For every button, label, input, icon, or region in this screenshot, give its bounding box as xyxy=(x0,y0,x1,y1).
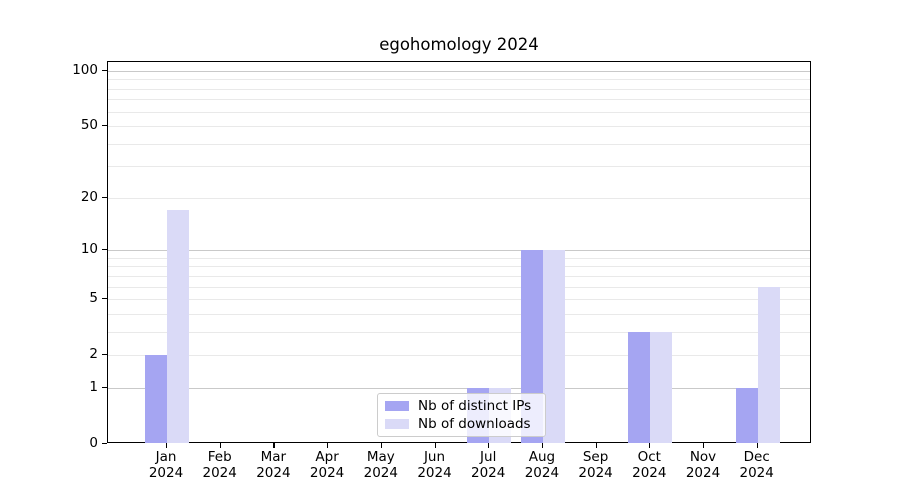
gridline-minor-7 xyxy=(108,275,810,277)
legend-swatch-icon xyxy=(385,419,409,429)
y-tick-mark-1 xyxy=(102,386,107,389)
x-tick-mark-jan xyxy=(166,443,168,448)
gridlines-layer xyxy=(108,62,810,442)
y-tick-label-10: 10 xyxy=(80,241,98,258)
gridline-minor-6 xyxy=(108,286,810,288)
x-tick-label-mar: Mar 2024 xyxy=(256,449,291,481)
x-tick-label-jul: Jul 2024 xyxy=(471,449,506,481)
y-tick-mark-100 xyxy=(102,69,107,72)
bar-aug-downloads xyxy=(542,250,565,443)
chart-title: egohomology 2024 xyxy=(379,35,539,54)
y-tick-mark-2 xyxy=(102,354,107,356)
bar-dec-downloads xyxy=(757,286,780,443)
x-tick-label-aug: Aug 2024 xyxy=(524,449,560,481)
legend-label: Nb of downloads xyxy=(418,416,531,432)
y-tick-mark-20 xyxy=(102,196,107,199)
gridline-minor-4 xyxy=(108,313,810,315)
gridline-minor-80 xyxy=(108,88,810,90)
gridline-minor-2 xyxy=(108,355,810,357)
gridline-minor-8 xyxy=(108,266,810,268)
bar-jan-downloads xyxy=(167,210,189,443)
gridline-minor-3 xyxy=(108,331,810,333)
gridline-major-100 xyxy=(108,70,810,72)
x-tick-mark-aug xyxy=(541,443,544,448)
x-tick-label-jun: Jun 2024 xyxy=(417,449,452,481)
gridline-major-10 xyxy=(108,250,810,252)
y-tick-label-5: 5 xyxy=(89,290,98,307)
x-tick-mark-oct xyxy=(649,443,651,448)
gridline-minor-20 xyxy=(108,197,810,199)
x-tick-label-apr: Apr 2024 xyxy=(309,449,345,481)
x-tick-mark-may xyxy=(380,443,382,448)
x-tick-label-nov: Nov 2024 xyxy=(685,449,721,481)
plot-area xyxy=(107,61,811,443)
bar-oct-downloads xyxy=(650,331,673,443)
legend-label: Nb of distinct IPs xyxy=(418,398,532,414)
gridline-minor-60 xyxy=(108,111,810,113)
y-tick-label-100: 100 xyxy=(72,61,98,78)
x-tick-mark-jun xyxy=(434,443,436,448)
legend-row-downloads: Nb of downloads xyxy=(385,416,538,432)
bars-layer xyxy=(108,62,810,443)
x-tick-mark-jul xyxy=(488,443,490,448)
legend-row-distinct-ips: Nb of distinct IPs xyxy=(385,398,538,414)
gridline-minor-90 xyxy=(108,79,810,81)
y-tick-label-1: 1 xyxy=(89,378,98,395)
bar-dec-distinct-ips xyxy=(735,387,758,443)
gridline-minor-70 xyxy=(108,99,810,101)
y-tick-mark-0 xyxy=(102,443,107,445)
y-tick-mark-5 xyxy=(102,298,107,300)
x-tick-label-jan: Jan 2024 xyxy=(148,449,184,481)
x-tick-mark-nov xyxy=(703,443,705,448)
x-tick-label-oct: Oct 2024 xyxy=(632,449,667,481)
y-tick-mark-10 xyxy=(102,249,107,251)
x-tick-mark-apr xyxy=(327,443,329,448)
x-tick-label-feb: Feb 2024 xyxy=(202,449,237,481)
legend: Nb of distinct IPs Nb of downloads xyxy=(377,393,546,437)
y-tick-label-20: 20 xyxy=(80,188,98,205)
bar-jan-distinct-ips xyxy=(145,355,167,443)
y-tick-label-0: 0 xyxy=(89,435,98,451)
y-tick-label-2: 2 xyxy=(89,346,98,363)
x-tick-label-dec: Dec 2024 xyxy=(739,449,774,481)
x-tick-label-sep: Sep 2024 xyxy=(578,449,613,481)
gridline-minor-9 xyxy=(108,257,810,259)
y-tick-mark-50 xyxy=(102,125,107,127)
x-tick-mark-sep xyxy=(595,443,597,448)
gridline-major-1 xyxy=(108,387,810,389)
gridline-minor-50 xyxy=(108,126,810,128)
gridline-minor-30 xyxy=(108,166,810,168)
x-tick-mark-mar xyxy=(273,443,275,448)
y-tick-label-50: 50 xyxy=(80,117,98,134)
legend-swatch-icon xyxy=(385,401,409,411)
x-tick-mark-dec xyxy=(756,443,758,448)
gridline-minor-40 xyxy=(108,143,810,145)
bar-oct-distinct-ips xyxy=(628,331,651,443)
x-tick-label-may: May 2024 xyxy=(363,449,398,481)
x-tick-mark-feb xyxy=(219,443,221,448)
gridline-minor-5 xyxy=(108,299,810,301)
